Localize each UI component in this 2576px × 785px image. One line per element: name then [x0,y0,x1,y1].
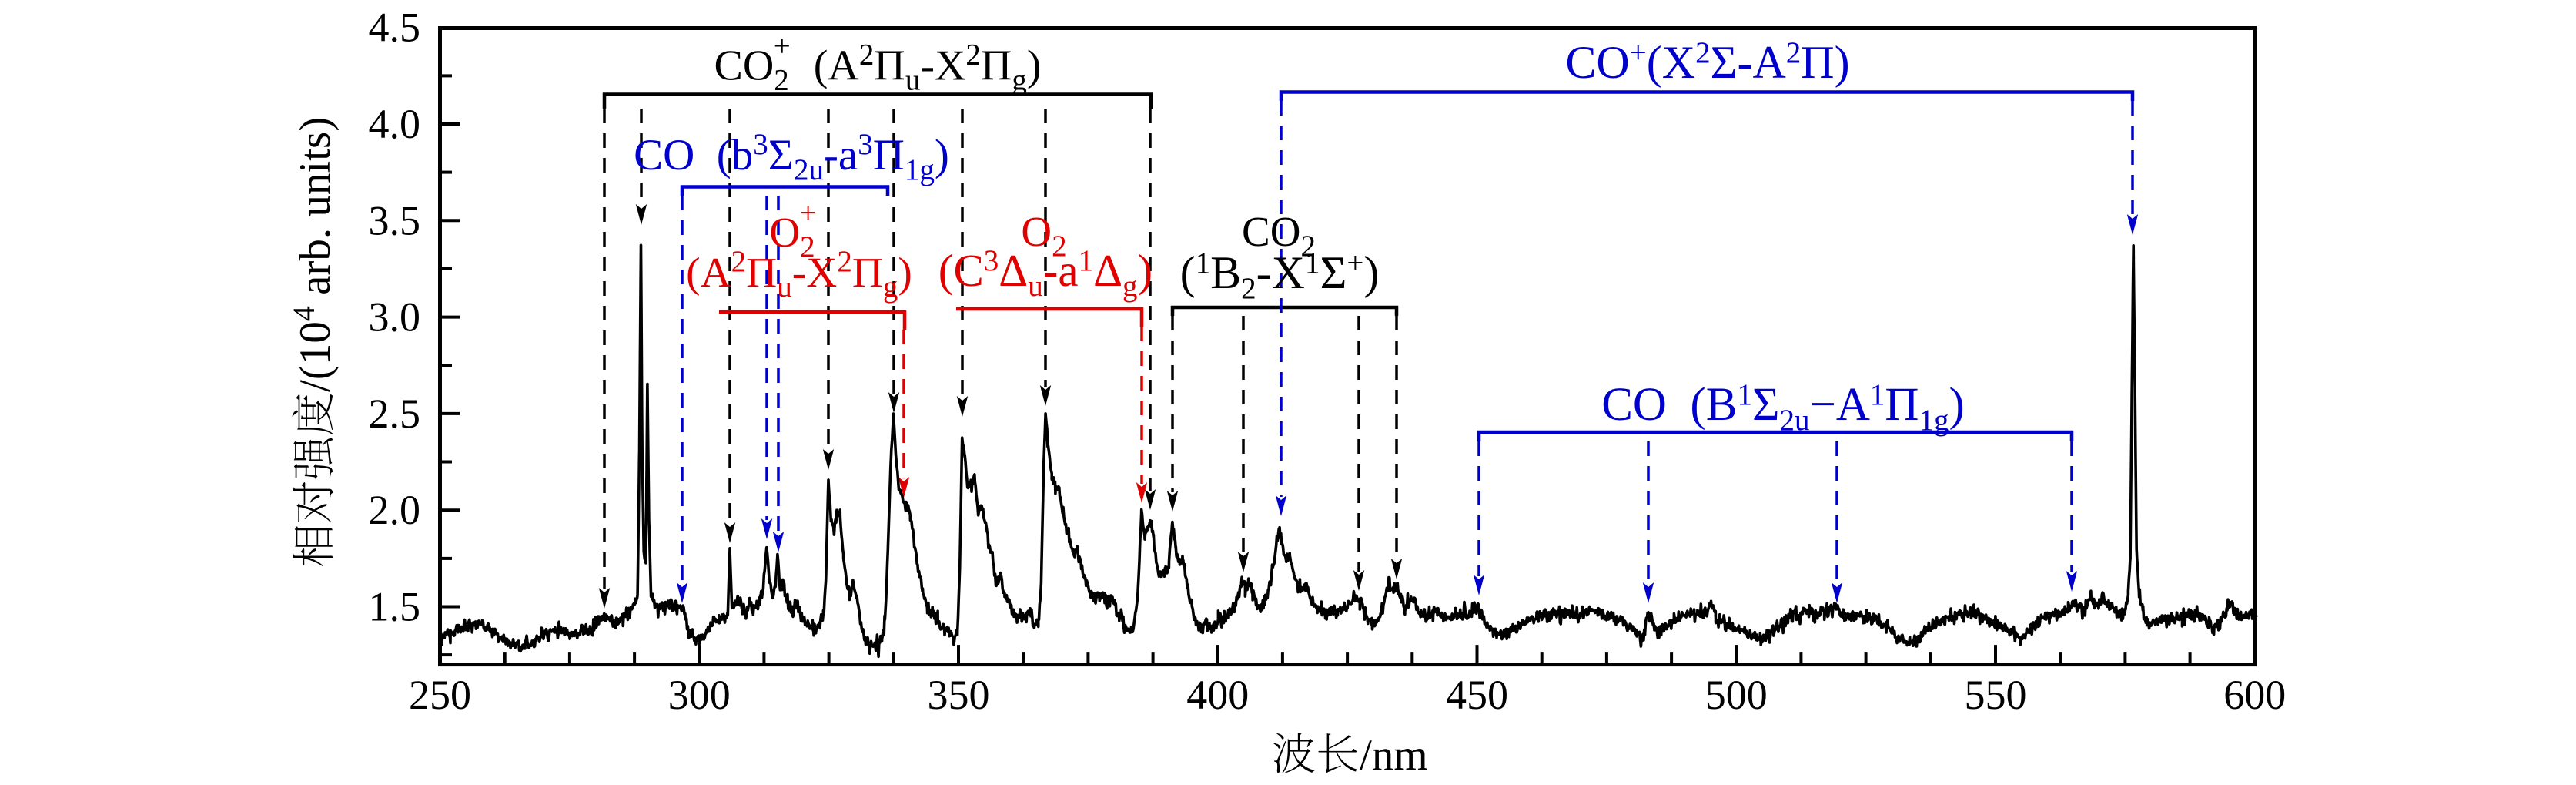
svg-text:CO (b3Σ2u-a3Π1g): CO (b3Σ2u-a3Π1g) [634,128,949,186]
svg-text:(1B2-X1Σ+): (1B2-X1Σ+) [1180,247,1380,305]
svg-text:350: 350 [928,672,990,718]
svg-text:2.0: 2.0 [369,487,421,533]
svg-text:2.5: 2.5 [369,391,421,437]
svg-text:300: 300 [668,672,731,718]
svg-text:400: 400 [1186,672,1249,718]
svg-text:(C3Δu-a1Δg): (C3Δu-a1Δg) [938,244,1153,303]
svg-text:600: 600 [2223,672,2286,718]
svg-text:4.0: 4.0 [369,101,421,147]
svg-text:250: 250 [409,672,471,718]
svg-text:500: 500 [1705,672,1768,718]
svg-text:(A2Πu-X2Πg): (A2Πu-X2Πg) [686,245,912,304]
svg-text:3.5: 3.5 [369,197,421,243]
svg-text:/nm: /nm [1360,731,1428,780]
svg-text:CO (B1Σ2u−A1Π1g): CO (B1Σ2u−A1Π1g) [1601,378,1965,437]
svg-text:450: 450 [1446,672,1508,718]
svg-text:4.5: 4.5 [369,5,421,51]
svg-text:3.0: 3.0 [369,294,421,341]
svg-text:/(104 arb. units): /(104 arb. units) [286,117,340,392]
svg-text:1.5: 1.5 [369,584,421,630]
svg-text:CO+(X2Σ-A2Π): CO+(X2Σ-A2Π) [1565,36,1849,88]
svg-text:550: 550 [1965,672,2027,718]
